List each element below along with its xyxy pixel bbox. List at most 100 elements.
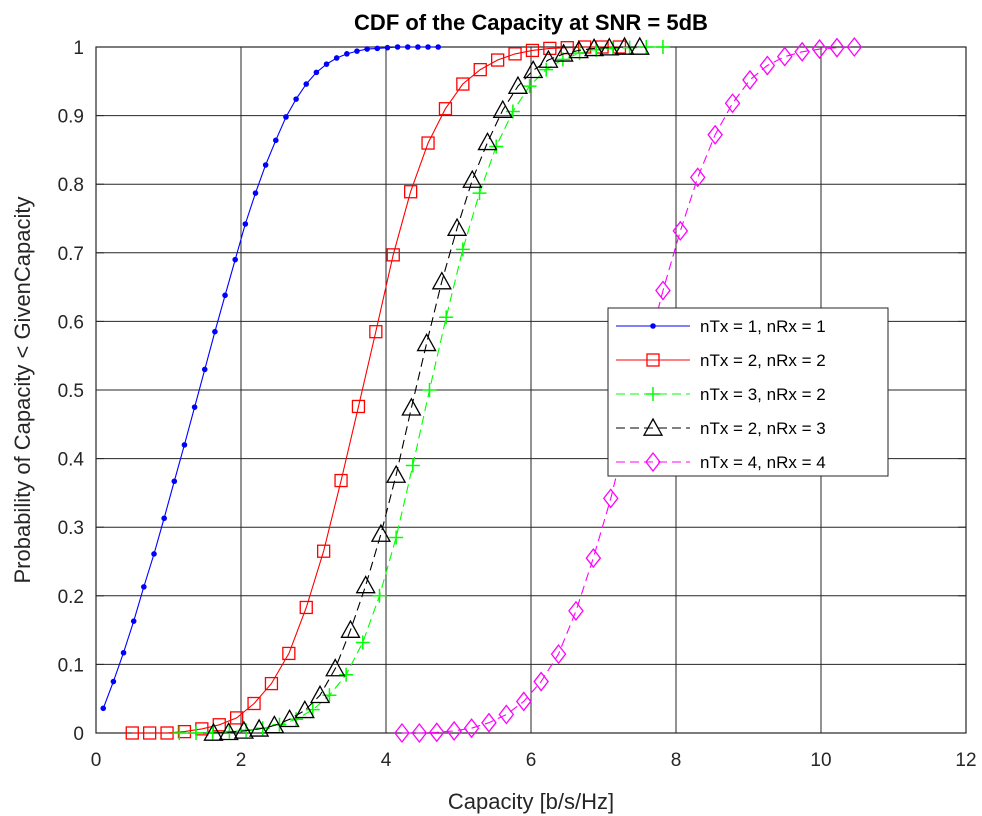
series-point — [425, 44, 431, 50]
series-point — [672, 220, 689, 241]
legend-label: nTx = 2, nRx = 3 — [700, 419, 826, 438]
legend-entry: nTx = 2, nRx = 2 — [616, 351, 826, 370]
series-point — [151, 551, 157, 557]
series-point — [355, 635, 370, 650]
series-point — [394, 44, 401, 50]
series-point — [273, 137, 279, 144]
legend-marker — [642, 417, 664, 436]
series-3 — [172, 40, 670, 740]
x-tick-label: 0 — [91, 750, 102, 771]
series-point — [339, 667, 354, 682]
series-point — [289, 712, 304, 727]
series-point — [629, 36, 650, 55]
y-tick-label: 0.8 — [58, 175, 84, 196]
series-point — [473, 62, 487, 77]
series-point — [421, 136, 435, 150]
series-point — [181, 442, 188, 448]
y-axis-label: Probability of Capacity < GivenCapacity — [10, 196, 35, 583]
series-point — [602, 488, 619, 509]
series-point — [242, 221, 249, 227]
series-4 — [203, 36, 650, 741]
series-point — [172, 726, 187, 740]
series-point — [522, 79, 537, 94]
chart-title: CDF of the Capacity at SNR = 5dB — [354, 10, 708, 35]
series-point — [191, 404, 198, 410]
plot-area: 0 2 4 6 8 10 12 0 0.1 0.2 0.3 0.4 0.5 0.6 0.7 0.8 0.9 1 nT… — [58, 36, 977, 771]
series-line — [213, 46, 640, 734]
series-point — [776, 46, 793, 67]
legend-label: nTx = 3, nRx = 2 — [700, 385, 826, 404]
series-point — [639, 40, 654, 54]
series-line — [102, 46, 439, 709]
series-point — [334, 473, 348, 488]
legend-label: nTx = 1, nRx = 1 — [700, 317, 826, 336]
series-point — [403, 185, 418, 199]
series-point — [222, 292, 228, 299]
series-point — [439, 310, 454, 325]
y-tick-label: 1 — [73, 38, 84, 59]
legend: nTx = 1, nRx = 1 nTx = 2, nRx = 2 nTx = 3,… — [607, 307, 889, 477]
series-1 — [100, 44, 442, 712]
series-point — [655, 280, 671, 301]
series-point — [446, 720, 462, 742]
series-point — [218, 721, 239, 741]
series-point — [372, 588, 387, 603]
series-point — [585, 548, 602, 569]
series-point — [394, 722, 410, 744]
series-point — [416, 333, 437, 352]
series-point — [446, 217, 468, 236]
y-tick-label: 0.3 — [58, 518, 84, 539]
series-point — [550, 644, 567, 665]
series-point — [333, 55, 340, 61]
series-point — [252, 190, 259, 196]
legend-label: nTx = 2, nRx = 2 — [700, 351, 826, 370]
series-point — [303, 81, 310, 87]
series-point — [490, 53, 505, 67]
series-point — [462, 169, 483, 188]
series-point — [431, 271, 452, 290]
series-point — [354, 48, 360, 54]
series-point — [386, 464, 407, 483]
series-point — [355, 575, 376, 594]
series-point — [232, 256, 238, 263]
series-point — [344, 51, 350, 57]
legend-marker — [650, 323, 656, 329]
x-tick-label: 6 — [526, 750, 537, 771]
x-axis-label: Capacity [b/s/Hz] — [448, 789, 614, 814]
series-point — [110, 678, 117, 685]
series-point — [655, 40, 670, 54]
y-tick-label: 0.7 — [58, 244, 84, 265]
y-tick-label: 0.2 — [58, 587, 84, 608]
legend-entry: nTx = 2, nRx = 3 — [616, 417, 826, 438]
series-point — [477, 132, 498, 151]
series-point — [370, 523, 392, 542]
series-point — [422, 383, 437, 397]
legend-entry: nTx = 3, nRx = 2 — [616, 385, 826, 404]
series-point — [262, 162, 269, 168]
series-point — [507, 75, 529, 94]
series-point — [560, 41, 574, 55]
series-point — [249, 718, 270, 737]
series-point — [177, 724, 192, 739]
series-point — [405, 458, 420, 473]
series-point — [455, 242, 470, 257]
series-point — [189, 726, 204, 740]
x-tick-label: 2 — [236, 750, 247, 771]
series-point — [130, 618, 137, 624]
series-point — [313, 69, 320, 76]
series-point — [724, 93, 741, 114]
series-point — [282, 646, 296, 661]
series-point — [374, 45, 381, 52]
x-tick-label: 10 — [810, 750, 831, 771]
series-point — [759, 55, 776, 76]
series-point — [829, 37, 845, 58]
series-point — [589, 42, 604, 57]
series-point — [364, 46, 370, 52]
series-point — [794, 41, 810, 62]
series-point — [415, 44, 421, 50]
y-tick-label: 0.6 — [58, 312, 84, 333]
series-point — [229, 711, 244, 725]
series-point — [539, 62, 554, 77]
series-point — [309, 684, 331, 704]
